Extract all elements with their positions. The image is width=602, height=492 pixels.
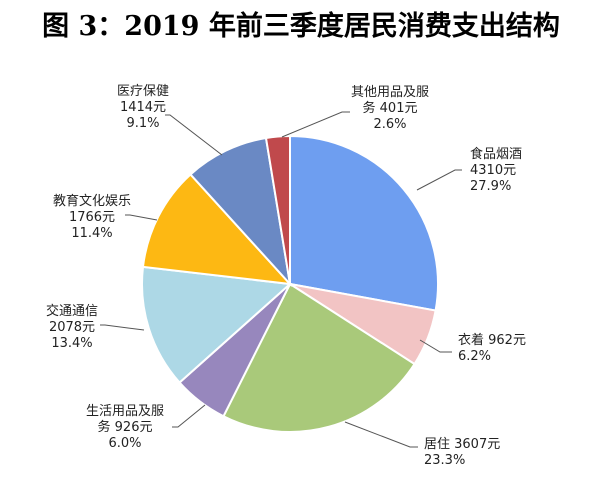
pie-slice-healthcare	[189, 136, 292, 288]
label-housing-name-line-0: 居住 3607元	[424, 437, 500, 452]
label-food-value: 4310元	[470, 163, 516, 178]
label-housing-percent: 23.3%	[424, 453, 465, 468]
label-food-percent: 27.9%	[470, 179, 511, 194]
label-transport-name-line-0: 交通通信	[46, 303, 98, 319]
label-transport-value: 2078元	[49, 320, 95, 335]
label-household-name-line-1: 务 926元	[98, 419, 153, 435]
pie-slice-housing	[222, 282, 416, 433]
pie-slice-transport	[141, 265, 293, 384]
label-other-name-line-1: 务 401元	[363, 100, 418, 116]
leader-line-transport	[100, 324, 145, 331]
pie-slice-other	[264, 134, 291, 285]
label-education-name-line-0: 教育文化娱乐	[53, 193, 131, 209]
label-healthcare-name-line-0: 医疗保健	[117, 84, 169, 99]
label-other-percent: 2.6%	[373, 117, 406, 132]
leader-line-healthcare	[165, 114, 223, 156]
label-education-percent: 11.4%	[71, 226, 112, 241]
leader-line-other	[281, 111, 350, 138]
label-education-value: 1766元	[69, 210, 115, 225]
label-other-name-line-0: 其他用品及服	[351, 85, 429, 100]
label-household-name-line-0: 生活用品及服	[86, 404, 164, 419]
label-clothing-name-line-0: 衣着 962元	[458, 332, 526, 348]
pie-slice-food	[289, 134, 439, 312]
leader-line-food	[416, 169, 462, 191]
leader-line-housing	[344, 421, 418, 448]
label-food-name-line-0: 食品烟酒	[470, 146, 522, 162]
label-healthcare-percent: 9.1%	[126, 116, 159, 131]
label-healthcare-value: 1414元	[120, 100, 166, 115]
slices-layer	[141, 134, 439, 433]
leader-line-household	[172, 404, 206, 428]
label-household-percent: 6.0%	[108, 436, 141, 451]
chart-title: 图 3：2019 年前三季度居民消费支出结构	[42, 10, 560, 42]
label-clothing-percent: 6.2%	[458, 349, 491, 364]
pie-slice-education	[141, 173, 293, 286]
label-transport-percent: 13.4%	[51, 336, 92, 351]
leader-line-clothing	[419, 339, 452, 353]
leaders-layer	[100, 111, 462, 448]
leader-line-education	[125, 214, 158, 221]
